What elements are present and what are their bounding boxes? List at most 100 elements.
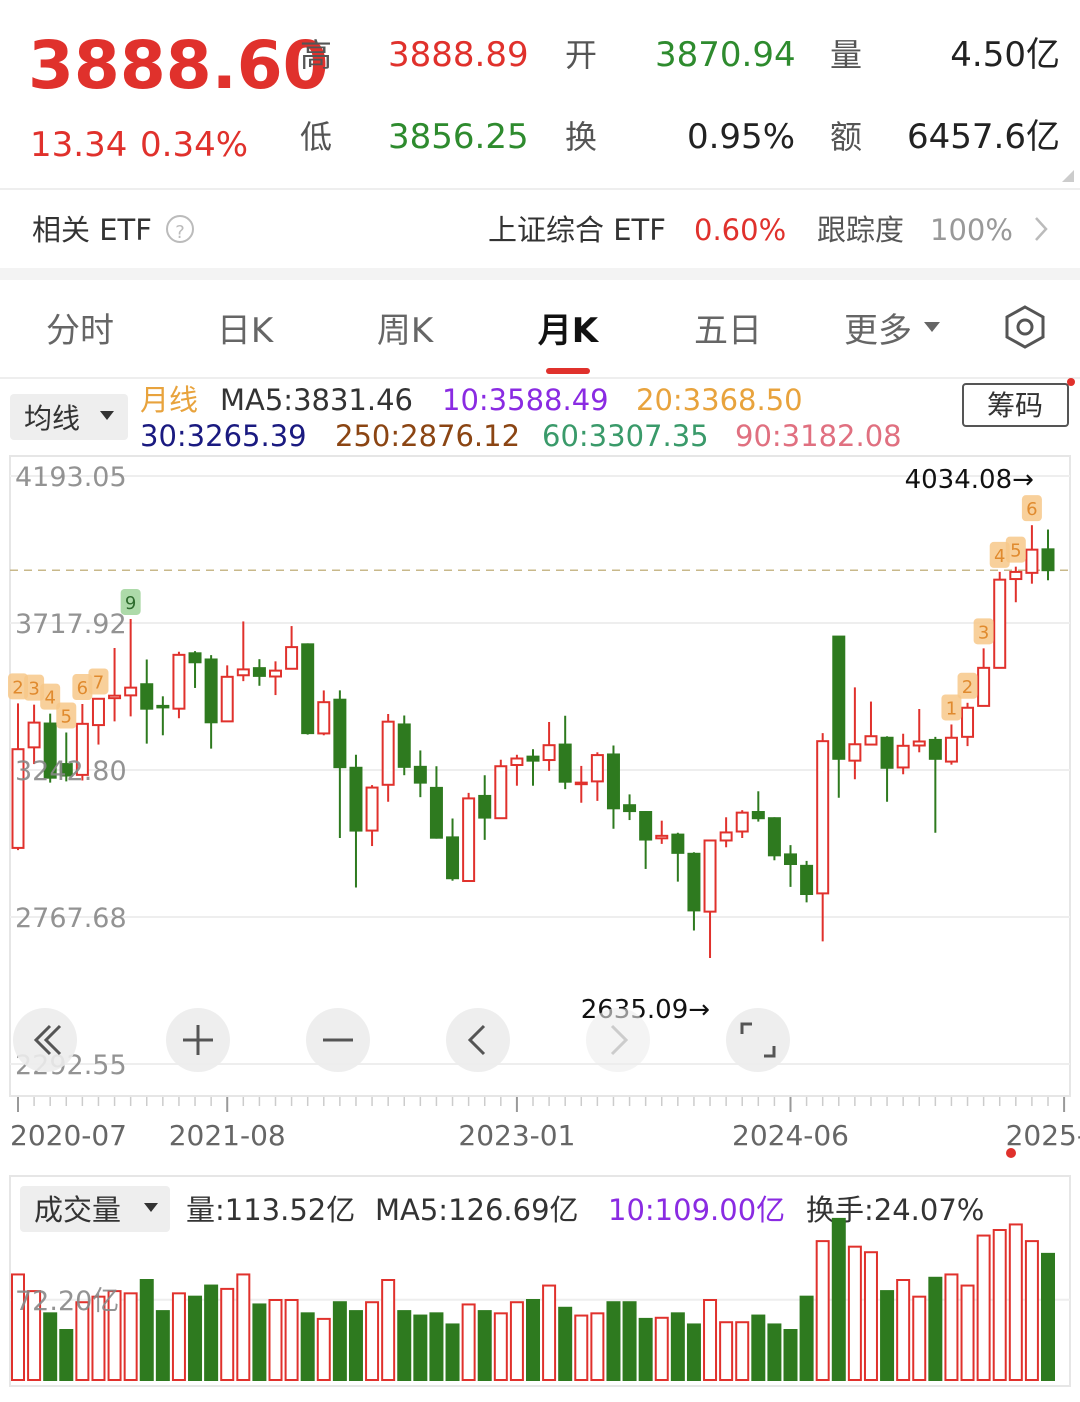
volume-bar — [815, 1240, 830, 1381]
fullscreen-button[interactable] — [726, 1008, 790, 1072]
td-badge — [40, 683, 61, 710]
candle-body — [880, 736, 894, 769]
td-badge — [8, 673, 28, 700]
candle-body — [928, 738, 942, 760]
etf-row[interactable]: 相关 ETF ? 上证综合 ETF 0.60% 跟踪度 100% — [32, 213, 1048, 247]
next-button[interactable] — [586, 1008, 650, 1072]
td-badge — [56, 702, 77, 729]
candle-body — [349, 766, 363, 832]
volume-bar — [590, 1312, 605, 1382]
volume-bar — [27, 1290, 42, 1381]
volume-bar — [284, 1299, 299, 1381]
candle-body — [220, 675, 234, 723]
candle-body — [606, 753, 620, 810]
candle-body — [864, 735, 878, 746]
candle-body — [896, 744, 910, 769]
tab-indicator — [546, 368, 590, 374]
td-badge — [941, 694, 962, 721]
volume-bar — [91, 1295, 106, 1381]
tab[interactable]: 更多 — [844, 311, 912, 351]
candle-body — [413, 765, 427, 784]
volume-frame — [9, 1175, 1071, 1387]
chip-button[interactable] — [962, 383, 1069, 427]
track-value: 100% — [930, 213, 1013, 247]
volume-bar — [719, 1321, 734, 1381]
settings-icon[interactable] — [1005, 305, 1045, 349]
ma-selector[interactable] — [10, 394, 128, 440]
track-label: 跟踪度 — [817, 213, 904, 247]
volume-bar — [542, 1284, 557, 1381]
candle-body — [800, 864, 814, 896]
etf-name: 上证综合 ETF — [488, 213, 666, 247]
help-icon[interactable] — [166, 215, 194, 243]
prev-button[interactable] — [446, 1008, 510, 1072]
candle-body — [751, 811, 765, 820]
volume-bar — [863, 1251, 878, 1381]
candle-body — [816, 740, 830, 895]
chip-label: 筹码 — [987, 389, 1043, 422]
volume-bar — [477, 1310, 492, 1381]
x-tick-label: 2021-08 — [169, 1119, 286, 1152]
td-badge — [88, 668, 109, 695]
tab[interactable]: 周K — [377, 311, 435, 351]
expand-corner[interactable] — [1062, 170, 1074, 182]
label: 换 — [565, 118, 597, 156]
volume-bar — [316, 1317, 331, 1382]
candle-body — [156, 704, 170, 709]
volume-bar — [59, 1329, 74, 1381]
candle-body — [687, 852, 701, 912]
td-label: 2 — [962, 677, 973, 698]
tab[interactable]: 分时 — [46, 311, 114, 351]
candle-body — [574, 781, 588, 786]
candle-body — [526, 755, 540, 762]
candle-body — [977, 666, 991, 707]
volume-item: MA5:126.69亿 — [375, 1193, 579, 1227]
volume-bar — [912, 1295, 927, 1381]
fullscreen-icon — [740, 1022, 776, 1058]
td-label: 5 — [61, 707, 72, 728]
volume-bar — [236, 1273, 251, 1382]
current-dot — [1006, 1148, 1016, 1158]
tab[interactable]: 五日 — [694, 311, 762, 351]
y-tick-label: 72.20亿 — [15, 1286, 119, 1317]
volume-bar — [1041, 1252, 1055, 1382]
td-badge — [1005, 536, 1026, 563]
volume-bar — [139, 1279, 154, 1381]
td-badge — [72, 674, 93, 701]
x-tick-label: 2025-11 — [1006, 1119, 1080, 1152]
volume-bar — [558, 1306, 573, 1382]
volume-bar — [123, 1292, 138, 1382]
candle-body — [252, 667, 266, 677]
volume-bar — [896, 1279, 911, 1381]
tab[interactable]: 月K — [538, 311, 600, 351]
y-tick-label: 4193.05 — [15, 462, 127, 493]
volume-item: 量:113.52亿 — [186, 1193, 355, 1227]
td-badge — [989, 541, 1010, 568]
td-label: 5 — [1010, 541, 1021, 562]
label: 量 — [830, 36, 862, 74]
volume-bar — [686, 1323, 701, 1382]
volume-bar — [606, 1301, 621, 1381]
ma-selector-label: 均线 — [24, 402, 80, 435]
volume-bar — [220, 1287, 235, 1382]
td-badge — [973, 618, 994, 645]
volume-selector[interactable] — [20, 1186, 170, 1232]
volume-bar — [638, 1317, 653, 1382]
td-label: 3 — [28, 679, 39, 700]
td-label: 4 — [994, 546, 1005, 567]
candle-body — [317, 701, 331, 735]
tab[interactable]: 日K — [217, 311, 275, 351]
candle-body — [172, 653, 186, 710]
volume-bar — [171, 1292, 186, 1382]
tab-bar: 分时 日K 周K 月K 五日 更多 — [46, 311, 940, 374]
volume-bar — [767, 1323, 782, 1382]
volume-bar — [1024, 1240, 1039, 1381]
volume-bar — [735, 1321, 750, 1381]
candle-body — [59, 763, 73, 777]
candle-body — [108, 694, 122, 700]
candle-body — [301, 643, 315, 735]
candle-body — [735, 811, 749, 833]
candle-body — [397, 723, 411, 768]
volume-bar — [526, 1299, 540, 1381]
volume-bar — [461, 1303, 476, 1382]
